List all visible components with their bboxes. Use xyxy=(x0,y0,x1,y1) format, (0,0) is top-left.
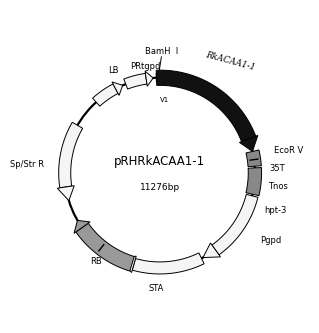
Polygon shape xyxy=(240,136,258,152)
Polygon shape xyxy=(145,71,153,86)
Polygon shape xyxy=(132,253,204,274)
Polygon shape xyxy=(76,223,134,271)
Text: RB: RB xyxy=(91,257,102,266)
Text: RkACAA1-1: RkACAA1-1 xyxy=(204,50,256,72)
Polygon shape xyxy=(246,167,262,196)
Text: BamH  I: BamH I xyxy=(145,47,178,56)
Polygon shape xyxy=(74,220,90,233)
Polygon shape xyxy=(57,186,74,201)
Polygon shape xyxy=(112,82,122,96)
Text: STA: STA xyxy=(149,284,164,293)
Polygon shape xyxy=(59,122,83,188)
Polygon shape xyxy=(246,150,261,167)
Polygon shape xyxy=(120,256,136,273)
Polygon shape xyxy=(93,84,118,106)
Text: 35T: 35T xyxy=(269,164,285,172)
Text: PRtgpd: PRtgpd xyxy=(130,62,161,71)
Text: LB: LB xyxy=(108,66,119,75)
Text: hpt-3: hpt-3 xyxy=(264,206,287,215)
Polygon shape xyxy=(156,70,256,142)
Polygon shape xyxy=(124,73,147,89)
Text: Sp/Str R: Sp/Str R xyxy=(10,161,44,169)
Text: V1: V1 xyxy=(160,97,169,103)
Text: EcoR V: EcoR V xyxy=(274,146,303,155)
Polygon shape xyxy=(203,243,220,257)
Polygon shape xyxy=(212,194,258,255)
Text: 11276bp: 11276bp xyxy=(140,182,180,191)
Text: pRHRkACAA1-1: pRHRkACAA1-1 xyxy=(114,155,205,168)
Text: Pgpd: Pgpd xyxy=(261,236,282,245)
Text: Tnos: Tnos xyxy=(268,182,287,191)
